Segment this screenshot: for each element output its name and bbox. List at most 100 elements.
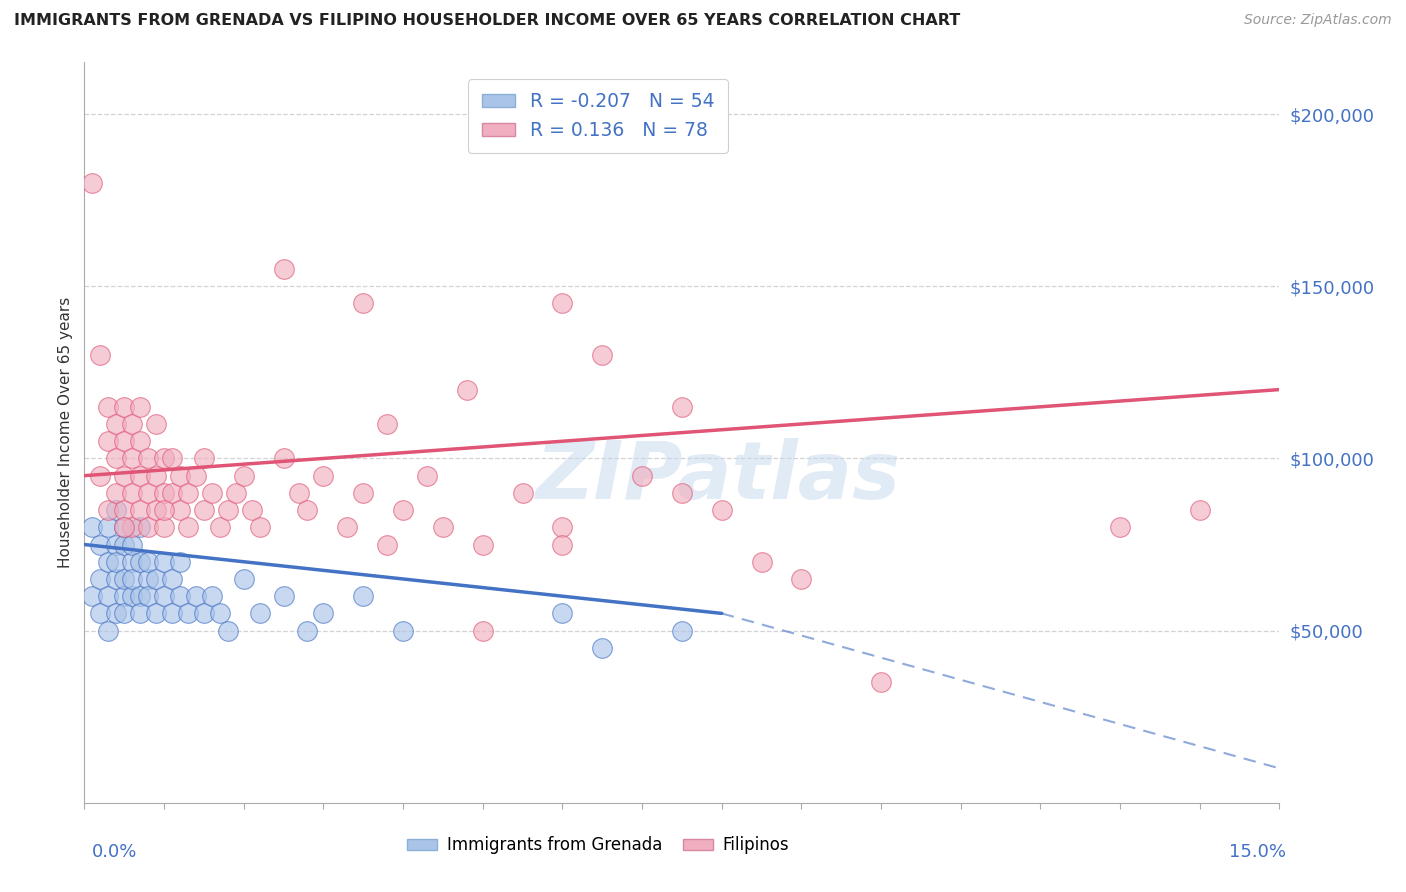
Point <box>82 176 104 190</box>
Point <box>129 468 152 483</box>
Point <box>129 555 152 569</box>
Point <box>471 624 494 638</box>
Point <box>432 520 454 534</box>
Y-axis label: Householder Income Over 65 years: Householder Income Over 65 years <box>58 297 73 568</box>
Text: 15.0%: 15.0% <box>1229 843 1286 861</box>
Point <box>591 640 613 655</box>
Point <box>169 503 191 517</box>
Point <box>97 589 120 603</box>
Point <box>273 451 295 466</box>
Point <box>375 537 398 551</box>
Point <box>105 572 128 586</box>
Point <box>201 589 224 603</box>
Point <box>184 589 207 603</box>
Point <box>145 417 167 431</box>
Point <box>121 589 143 603</box>
Point <box>551 520 574 534</box>
Point <box>551 607 574 621</box>
Point <box>177 520 200 534</box>
Point <box>97 400 120 414</box>
Point <box>129 589 152 603</box>
Point <box>232 572 254 586</box>
Point <box>129 503 152 517</box>
Point <box>169 555 191 569</box>
Point <box>751 555 773 569</box>
Point <box>153 589 176 603</box>
Point <box>89 572 111 586</box>
Point <box>136 572 159 586</box>
Point <box>153 451 176 466</box>
Point <box>129 434 152 449</box>
Point <box>1109 520 1132 534</box>
Point <box>121 537 143 551</box>
Point <box>89 468 111 483</box>
Point <box>121 520 143 534</box>
Point <box>217 503 239 517</box>
Point <box>82 520 104 534</box>
Point <box>105 451 128 466</box>
Point <box>136 555 159 569</box>
Point <box>160 451 183 466</box>
Point <box>193 503 215 517</box>
Point <box>145 468 167 483</box>
Point <box>352 486 374 500</box>
Point <box>112 572 135 586</box>
Point <box>169 468 191 483</box>
Point <box>177 607 200 621</box>
Point <box>136 486 159 500</box>
Point <box>105 503 128 517</box>
Point <box>240 503 263 517</box>
Point <box>177 486 200 500</box>
Point <box>208 607 231 621</box>
Point <box>297 624 319 638</box>
Point <box>160 572 183 586</box>
Point <box>97 503 120 517</box>
Point <box>105 607 128 621</box>
Point <box>288 486 311 500</box>
Point <box>97 624 120 638</box>
Point <box>136 520 159 534</box>
Point <box>89 537 111 551</box>
Point <box>392 624 415 638</box>
Point <box>352 296 374 310</box>
Point <box>105 417 128 431</box>
Point <box>456 383 478 397</box>
Point <box>551 537 574 551</box>
Point <box>312 607 335 621</box>
Point <box>153 520 176 534</box>
Point <box>392 503 415 517</box>
Point <box>153 486 176 500</box>
Point <box>97 434 120 449</box>
Point <box>671 624 693 638</box>
Point <box>225 486 247 500</box>
Point <box>136 451 159 466</box>
Point <box>129 520 152 534</box>
Point <box>710 503 733 517</box>
Point <box>153 555 176 569</box>
Text: 0.0%: 0.0% <box>91 843 136 861</box>
Point <box>1188 503 1211 517</box>
Text: Source: ZipAtlas.com: Source: ZipAtlas.com <box>1244 13 1392 28</box>
Point <box>129 607 152 621</box>
Point <box>512 486 534 500</box>
Point <box>217 624 239 638</box>
Point <box>193 607 215 621</box>
Point <box>208 520 231 534</box>
Point <box>89 607 111 621</box>
Point <box>790 572 813 586</box>
Point <box>551 296 574 310</box>
Point <box>121 451 143 466</box>
Point <box>136 589 159 603</box>
Point <box>336 520 359 534</box>
Point <box>591 348 613 362</box>
Point <box>273 589 295 603</box>
Point <box>184 468 207 483</box>
Point <box>375 417 398 431</box>
Point <box>153 503 176 517</box>
Point <box>82 589 104 603</box>
Point <box>121 486 143 500</box>
Point <box>631 468 654 483</box>
Point <box>145 572 167 586</box>
Point <box>112 434 135 449</box>
Point <box>249 520 271 534</box>
